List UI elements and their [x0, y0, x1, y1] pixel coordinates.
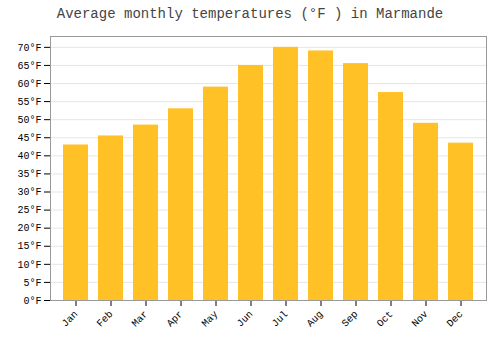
svg-text:Jan: Jan [60, 309, 81, 330]
svg-text:35°F: 35°F [17, 169, 41, 180]
svg-text:Sep: Sep [340, 309, 361, 330]
svg-text:May: May [200, 309, 221, 330]
svg-text:Jun: Jun [235, 309, 256, 330]
svg-text:25°F: 25°F [17, 205, 41, 216]
svg-text:10°F: 10°F [17, 260, 41, 271]
svg-text:70°F: 70°F [17, 43, 41, 54]
svg-text:Aug: Aug [305, 309, 326, 330]
svg-text:Dec: Dec [445, 309, 466, 330]
svg-text:50°F: 50°F [17, 115, 41, 126]
svg-text:20°F: 20°F [17, 223, 41, 234]
svg-text:Apr: Apr [165, 309, 186, 330]
svg-text:Nov: Nov [410, 309, 431, 330]
html-text:Average monthly temperatures (: Average monthly temperatures (°F ) in Ma… [56, 6, 444, 22]
svg-text:15°F: 15°F [17, 241, 41, 252]
svg-text:65°F: 65°F [17, 61, 41, 72]
svg-text:45°F: 45°F [17, 133, 41, 144]
svg-text:60°F: 60°F [17, 79, 41, 90]
svg-text:30°F: 30°F [17, 187, 41, 198]
svg-text:Feb: Feb [95, 309, 116, 330]
svg-text:5°F: 5°F [23, 278, 41, 289]
svg-text:0°F: 0°F [23, 296, 41, 307]
svg-text:40°F: 40°F [17, 151, 41, 162]
svg-text:Mar: Mar [130, 309, 151, 330]
svg-text:Oct: Oct [375, 309, 396, 330]
svg-text:55°F: 55°F [17, 97, 41, 108]
svg-text:Jul: Jul [270, 309, 291, 330]
